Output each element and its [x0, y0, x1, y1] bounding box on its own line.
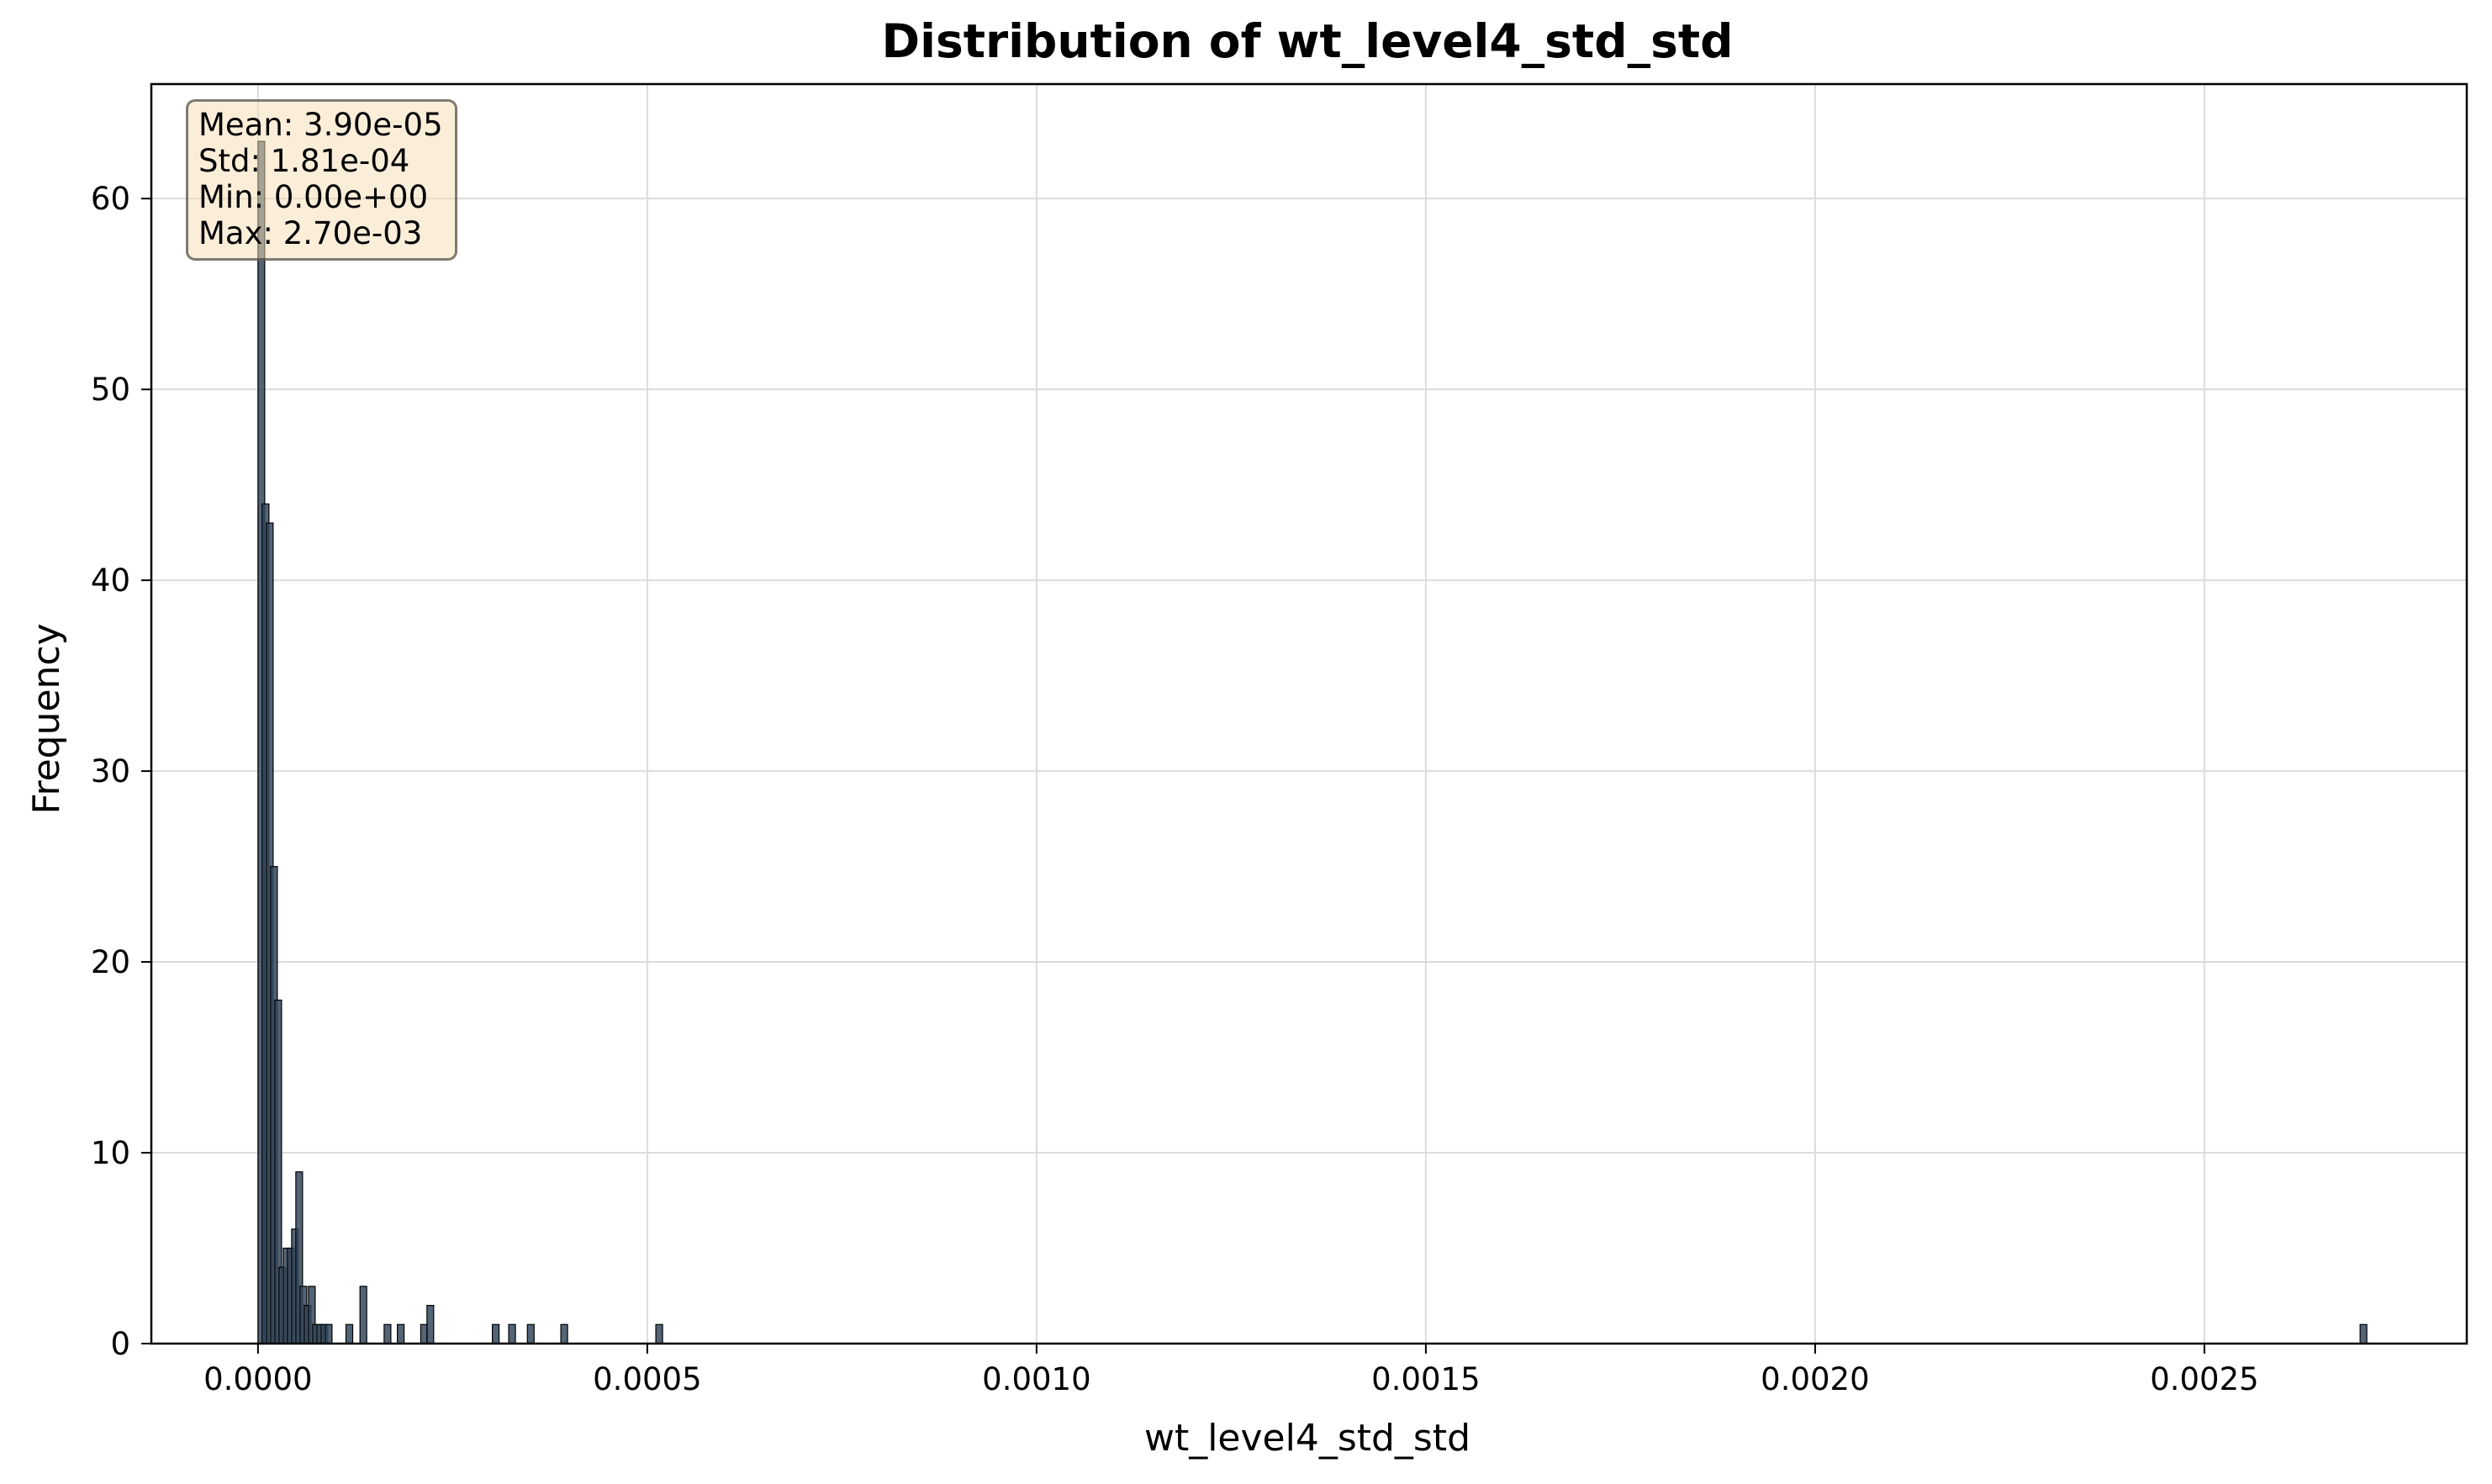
y-tick-label: 30	[91, 753, 130, 790]
x-tick-label: 0.0025	[2150, 1361, 2258, 1397]
chart-title: Distribution of wt_level4_std_std	[882, 14, 1734, 68]
x-tick-label: 0.0020	[1761, 1361, 1869, 1397]
histogram-bar	[420, 1323, 429, 1344]
y-tick-label: 20	[91, 944, 130, 980]
y-tick-label: 50	[91, 372, 130, 408]
plot-frame	[150, 82, 2468, 1345]
bars-layer	[257, 140, 2368, 1344]
stats-max: Max: 2.70e-03	[198, 215, 423, 251]
histogram-bar	[325, 1323, 333, 1344]
stats-std: Std: 1.81e-04	[198, 143, 410, 179]
histogram-bar	[383, 1323, 392, 1344]
histogram-bar	[655, 1323, 663, 1344]
y-tick-label: 0	[110, 1326, 130, 1362]
histogram-bar	[508, 1323, 516, 1344]
x-tick-label: 0.0010	[982, 1361, 1090, 1397]
x-axis-label: wt_level4_std_std	[1144, 1417, 1470, 1460]
histogram-bar	[491, 1323, 500, 1344]
grid-layer	[151, 84, 2467, 1344]
histogram-bar	[560, 1323, 568, 1344]
y-axis-label: Frequency	[25, 623, 68, 814]
y-tick-label: 40	[91, 562, 130, 599]
x-ticks-layer: 0.0000 0.0005 0.0010 0.0015 0.0020 0.0025	[203, 1344, 2259, 1397]
x-tick-label: 0.0000	[203, 1361, 312, 1397]
histogram-bar	[345, 1323, 354, 1344]
x-tick-label: 0.0015	[1371, 1361, 1480, 1397]
histogram-bar	[426, 1305, 435, 1344]
x-tick-label: 0.0005	[593, 1361, 701, 1397]
stats-box: Mean: 3.90e-05 Std: 1.81e-04 Min: 0.00e+…	[186, 99, 457, 261]
stats-mean: Mean: 3.90e-05	[198, 107, 443, 143]
histogram-bar	[526, 1323, 535, 1344]
y-ticks-layer: 0 10 20 30 40 50 60	[91, 181, 151, 1362]
y-tick-label: 10	[91, 1135, 130, 1171]
histogram-bar	[2359, 1323, 2368, 1344]
histogram-bar	[397, 1323, 405, 1344]
histogram-bar	[359, 1286, 367, 1344]
y-tick-label: 60	[91, 181, 130, 217]
stats-min: Min: 0.00e+00	[198, 179, 429, 215]
